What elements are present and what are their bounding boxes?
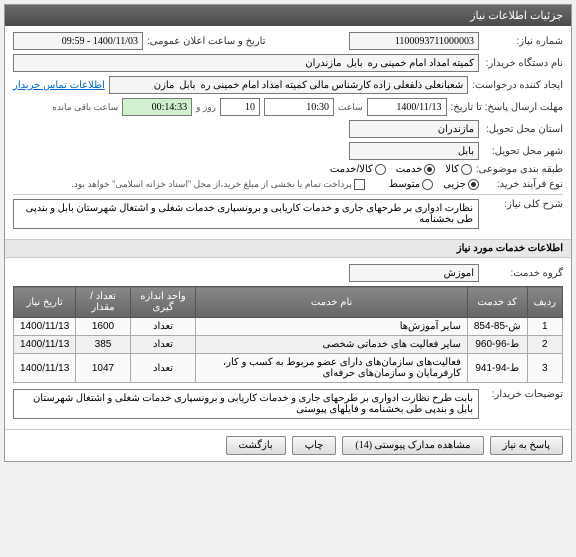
- panel-title: جزئیات اطلاعات نیاز: [5, 5, 571, 26]
- th-qty: تعداد / مقدار: [76, 287, 130, 318]
- th-row: ردیف: [527, 287, 562, 318]
- cell-n: 3: [527, 354, 562, 383]
- desc-textarea: [13, 199, 479, 229]
- announce-input: [13, 32, 143, 50]
- contact-link[interactable]: اطلاعات تماس خریدار: [13, 80, 105, 91]
- cell-qty: 1047: [76, 354, 130, 383]
- cell-unit: تعداد: [130, 336, 196, 354]
- details-panel: جزئیات اطلاعات نیاز شماره نیاز: تاریخ و …: [4, 4, 572, 462]
- buyer-note-label: توضیحات خریدار:: [483, 389, 563, 400]
- radio-med[interactable]: متوسط: [389, 179, 433, 190]
- back-button[interactable]: بازگشت: [226, 436, 286, 455]
- radio-med-label: متوسط: [389, 179, 420, 190]
- services-section-title: اطلاعات خدمات مورد نیاز: [5, 239, 571, 258]
- process-label: نوع فرآیند خرید:: [483, 179, 563, 190]
- th-unit: واحد اندازه گیری: [130, 287, 196, 318]
- cell-date: 1400/11/13: [14, 318, 76, 336]
- radio-goods[interactable]: کالا: [445, 164, 472, 175]
- radio-small[interactable]: جزیی: [443, 179, 479, 190]
- province-label: استان محل تحویل:: [483, 124, 563, 135]
- creator-label: ایجاد کننده درخواست:: [472, 80, 563, 91]
- buyer-input: [13, 54, 479, 72]
- desc-label: شرح کلی نیاز:: [483, 199, 563, 210]
- creator-input: [109, 76, 468, 94]
- th-name: نام خدمت: [196, 287, 467, 318]
- radio-service-label: خدمت: [396, 164, 423, 175]
- announce-label: تاریخ و ساعت اعلان عمومی:: [147, 36, 266, 47]
- time-label-1: ساعت: [338, 102, 363, 113]
- table-row[interactable]: 3 ط-94-941 فعالیت‌های سازمان‌های دارای ع…: [14, 354, 563, 383]
- group-label: گروه خدمت:: [483, 268, 563, 279]
- deadline-date-input: [367, 98, 447, 116]
- buyer-label: نام دستگاه خریدار:: [483, 58, 563, 69]
- province-input: [349, 120, 479, 138]
- cell-n: 2: [527, 336, 562, 354]
- table-header-row: ردیف کد خدمت نام خدمت واحد اندازه گیری ت…: [14, 287, 563, 318]
- th-code: کد خدمت: [467, 287, 527, 318]
- deadline-time-input: [264, 98, 334, 116]
- radio-both-label: کالا/خدمت: [330, 164, 373, 175]
- cell-date: 1400/11/13: [14, 336, 76, 354]
- cell-date: 1400/11/13: [14, 354, 76, 383]
- remain-time-input: [122, 98, 192, 116]
- buyer-note-textarea: [13, 389, 479, 419]
- cell-unit: تعداد: [130, 354, 196, 383]
- remain-label: ساعت باقی مانده: [52, 102, 118, 113]
- th-date: تاریخ نیاز: [14, 287, 76, 318]
- radio-small-label: جزیی: [443, 179, 466, 190]
- cell-code: ط-96-960: [467, 336, 527, 354]
- table-row[interactable]: 1 ش-85-854 سایر آموزش‌ها تعداد 1600 1400…: [14, 318, 563, 336]
- cell-code: ش-85-854: [467, 318, 527, 336]
- radio-both[interactable]: کالا/خدمت: [330, 164, 386, 175]
- table-row[interactable]: 2 ط-96-960 سایر فعالیت های خدماتی شخصی ت…: [14, 336, 563, 354]
- print-button[interactable]: چاپ: [292, 436, 337, 455]
- cell-name: سایر آموزش‌ها: [196, 318, 467, 336]
- need-no-input: [349, 32, 479, 50]
- cell-qty: 1600: [76, 318, 130, 336]
- city-label: شهر محل تحویل:: [483, 146, 563, 157]
- cell-n: 1: [527, 318, 562, 336]
- cell-qty: 385: [76, 336, 130, 354]
- days-input: [220, 98, 260, 116]
- days-label: روز و: [196, 102, 216, 113]
- attachments-button[interactable]: مشاهده مدارک پیوستی (14): [342, 436, 483, 455]
- form-body: شماره نیاز: تاریخ و ساعت اعلان عمومی: نا…: [5, 26, 571, 239]
- category-label: طبقه بندی موضوعی:: [476, 164, 563, 175]
- button-bar: پاسخ به نیاز مشاهده مدارک پیوستی (14) چا…: [5, 429, 571, 461]
- radio-goods-label: کالا: [445, 164, 459, 175]
- cell-code: ط-94-941: [467, 354, 527, 383]
- category-radio-group: کالا خدمت کالا/خدمت: [330, 164, 472, 175]
- cell-unit: تعداد: [130, 318, 196, 336]
- reply-button[interactable]: پاسخ به نیاز: [490, 436, 564, 455]
- radio-service[interactable]: خدمت: [396, 164, 436, 175]
- treasury-check[interactable]: پرداخت تمام یا بخشی از مبلغ خرید،از محل …: [71, 179, 364, 190]
- need-no-label: شماره نیاز:: [483, 36, 563, 47]
- services-table: ردیف کد خدمت نام خدمت واحد اندازه گیری ت…: [13, 286, 563, 383]
- process-radio-group: جزیی متوسط: [389, 179, 479, 190]
- treasury-note: پرداخت تمام یا بخشی از مبلغ خرید،از محل …: [71, 179, 351, 190]
- cell-name: فعالیت‌های سازمان‌های دارای عضو مربوط به…: [196, 354, 467, 383]
- divider: [13, 194, 563, 195]
- cell-name: سایر فعالیت های خدماتی شخصی: [196, 336, 467, 354]
- deadline-label: مهلت ارسال پاسخ: تا تاریخ:: [451, 102, 563, 113]
- group-input: [349, 264, 479, 282]
- city-input: [349, 142, 479, 160]
